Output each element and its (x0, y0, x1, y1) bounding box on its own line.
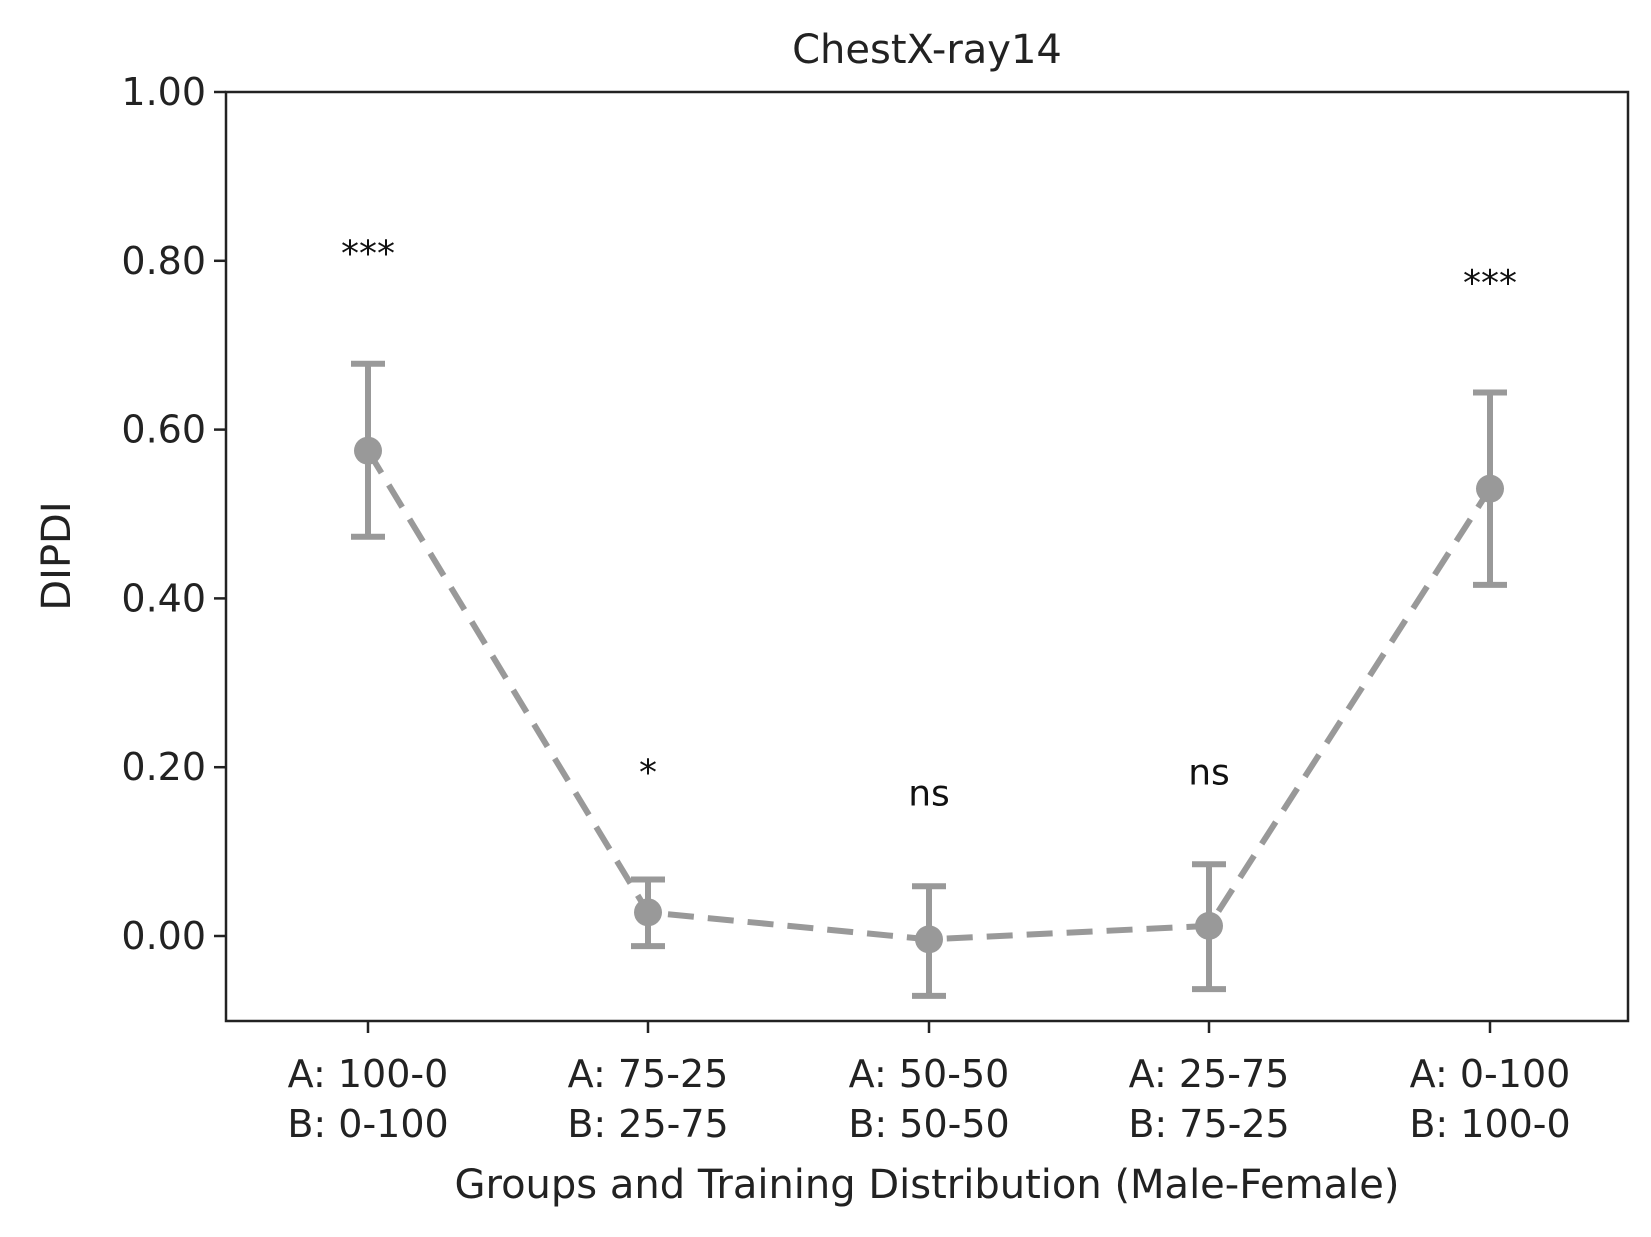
x-tick-label: B: 0-100 (287, 1102, 448, 1146)
x-tick-label: A: 75-25 (568, 1052, 729, 1096)
significance-label: ns (908, 774, 950, 815)
x-tick-label: A: 25-75 (1129, 1052, 1290, 1096)
y-tick-label: 0.20 (121, 745, 206, 789)
x-axis-label: Groups and Training Distribution (Male-F… (455, 1162, 1400, 1208)
x-tick-label: A: 50-50 (849, 1052, 1010, 1096)
x-tick-label: B: 50-50 (848, 1102, 1009, 1146)
y-tick-label: 0.00 (121, 914, 206, 958)
significance-label: *** (1463, 263, 1517, 304)
x-tick-label: B: 100-0 (1409, 1102, 1570, 1146)
significance-label: *** (341, 233, 395, 274)
x-tick-label: A: 0-100 (1410, 1052, 1571, 1096)
data-point (1476, 474, 1504, 503)
data-point (634, 898, 662, 927)
significance-label: * (639, 752, 657, 793)
y-tick-label: 0.40 (121, 576, 206, 620)
y-tick-label: 0.60 (121, 408, 206, 452)
series-line (365, 449, 1493, 943)
plot-frame (224, 90, 1630, 1023)
data-point (354, 436, 382, 465)
x-tick-label: B: 25-75 (567, 1102, 728, 1146)
significance-label: ns (1188, 752, 1230, 793)
x-tick-label: B: 75-25 (1128, 1102, 1289, 1146)
y-tick-label: 0.80 (121, 239, 206, 283)
y-tick-label: 1.00 (121, 70, 206, 114)
y-axis-label: DIPDI (34, 501, 80, 610)
data-point (1195, 911, 1223, 940)
chart-title: ChestX-ray14 (792, 27, 1062, 73)
x-tick-label: A: 100-0 (288, 1052, 449, 1096)
data-point (915, 925, 943, 954)
